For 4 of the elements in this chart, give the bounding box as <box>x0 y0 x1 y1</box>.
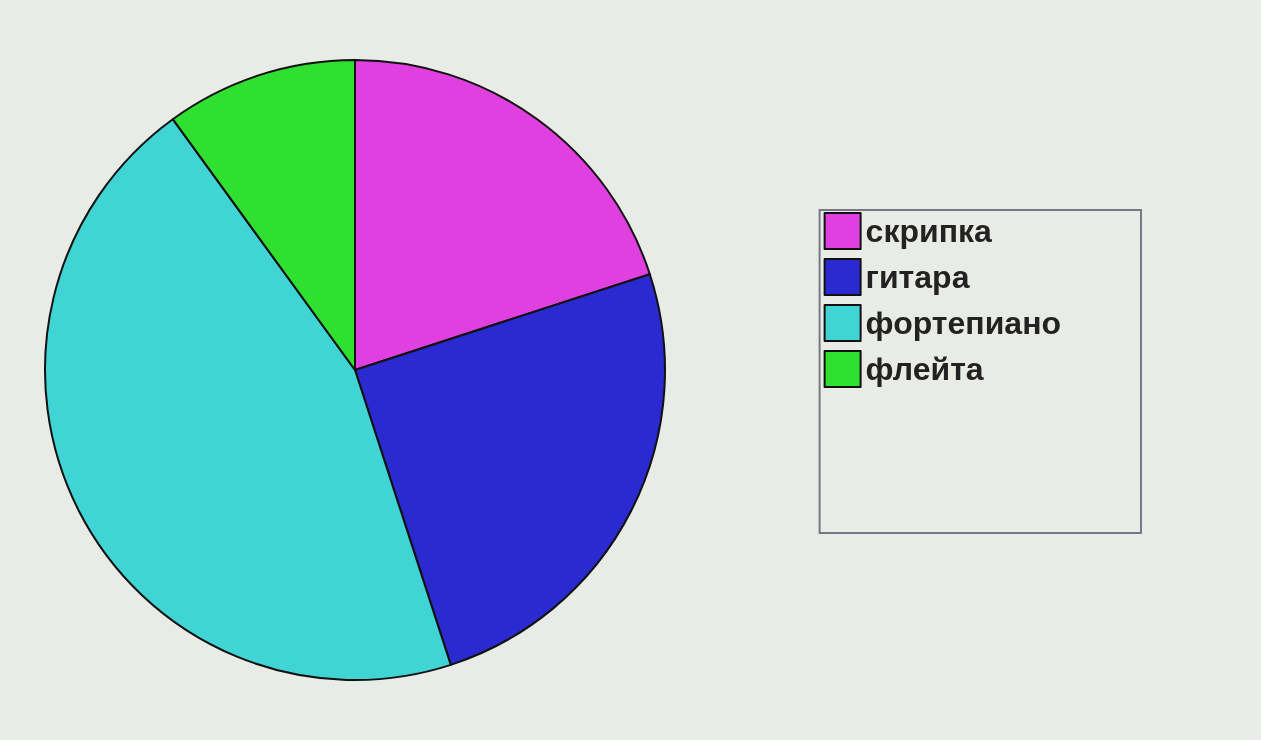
legend-label: флейта <box>865 351 984 387</box>
legend-label: скрипка <box>865 213 992 249</box>
legend-label: фортепиано <box>865 305 1061 341</box>
legend-label: гитара <box>865 259 970 295</box>
